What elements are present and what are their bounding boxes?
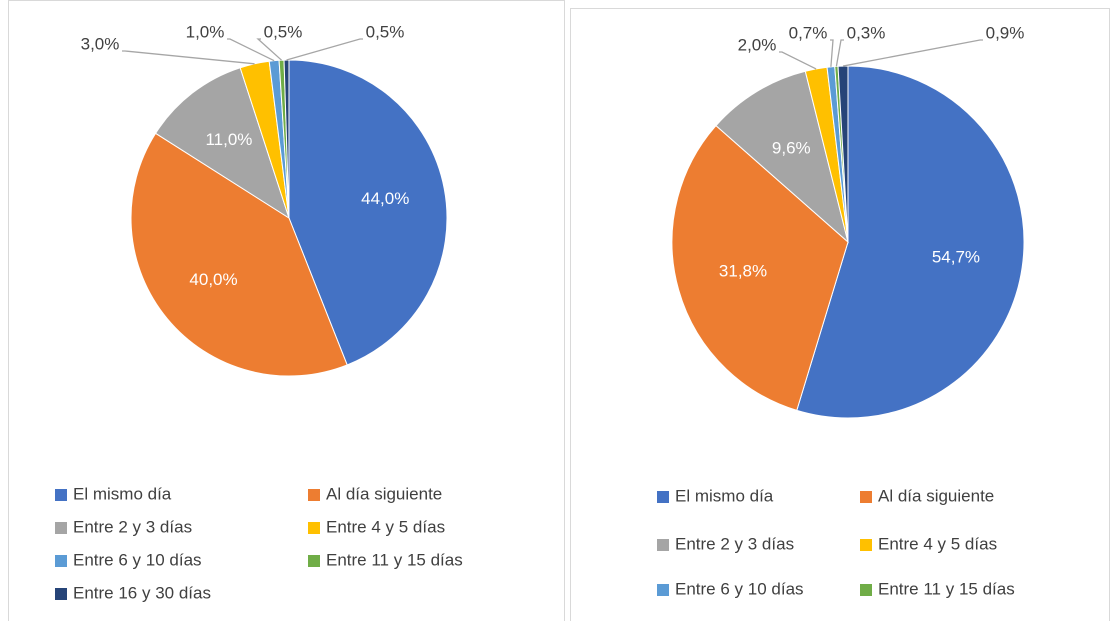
legend-swatch bbox=[860, 491, 872, 503]
legend-label: Entre 2 y 3 días bbox=[73, 517, 192, 536]
legend-swatch bbox=[308, 489, 320, 501]
legend-label: Al día siguiente bbox=[878, 486, 994, 505]
data-label: 9,6% bbox=[772, 138, 811, 157]
legend-swatch bbox=[55, 522, 67, 534]
legend-label: El mismo día bbox=[73, 484, 172, 503]
data-label: 54,7% bbox=[932, 248, 980, 267]
data-label: 2,0% bbox=[738, 35, 777, 54]
leader-line bbox=[256, 38, 282, 61]
pie-slice bbox=[154, 67, 290, 220]
pie-slice bbox=[130, 132, 348, 377]
leader-line bbox=[835, 39, 844, 67]
chart-frame bbox=[8, 0, 565, 621]
data-label: 0,7% bbox=[789, 23, 828, 42]
legend-swatch bbox=[657, 491, 669, 503]
leader-line bbox=[286, 38, 363, 61]
legend-swatch bbox=[308, 555, 320, 567]
legend-swatch bbox=[55, 489, 67, 501]
leader-line bbox=[842, 39, 983, 67]
data-label: 3,0% bbox=[81, 34, 120, 53]
pie-slice bbox=[715, 70, 849, 244]
data-label: 44,0% bbox=[361, 189, 409, 208]
data-label: 1,0% bbox=[186, 22, 225, 41]
legend-swatch bbox=[308, 522, 320, 534]
leader-line bbox=[830, 39, 834, 67]
data-label: 0,3% bbox=[847, 23, 886, 42]
pie-slice bbox=[796, 65, 1025, 419]
data-label: 31,8% bbox=[719, 261, 767, 280]
pie-slice bbox=[283, 59, 290, 219]
legend-label: Entre 11 y 15 días bbox=[878, 579, 1015, 598]
legend-label: Al día siguiente bbox=[326, 484, 442, 503]
pie-slice bbox=[288, 59, 448, 366]
leader-line bbox=[779, 51, 817, 70]
legend-swatch bbox=[657, 539, 669, 551]
data-label: 40,0% bbox=[189, 270, 237, 289]
pie-slice bbox=[671, 124, 849, 412]
data-label: 0,9% bbox=[986, 23, 1025, 42]
legend-swatch bbox=[55, 588, 67, 600]
legend-label: Entre 4 y 5 días bbox=[878, 534, 997, 553]
legend-label: Entre 16 y 30 días bbox=[73, 583, 211, 602]
legend-label: El mismo día bbox=[675, 486, 774, 505]
legend-label: Entre 2 y 3 días bbox=[675, 534, 794, 553]
legend-swatch bbox=[860, 584, 872, 596]
legend-label: Entre 6 y 10 días bbox=[675, 579, 804, 598]
data-label: 0,5% bbox=[264, 22, 303, 41]
data-label: 0,5% bbox=[366, 22, 405, 41]
leader-line bbox=[122, 50, 255, 65]
legend-label: Entre 11 y 15 días bbox=[326, 550, 463, 569]
legend-label: Entre 4 y 5 días bbox=[326, 517, 445, 536]
legend-swatch bbox=[860, 539, 872, 551]
data-label: 11,0% bbox=[205, 130, 252, 149]
leader-line bbox=[227, 38, 275, 62]
legend-swatch bbox=[55, 555, 67, 567]
legend-swatch bbox=[657, 584, 669, 596]
legend-label: Entre 6 y 10 días bbox=[73, 550, 202, 569]
